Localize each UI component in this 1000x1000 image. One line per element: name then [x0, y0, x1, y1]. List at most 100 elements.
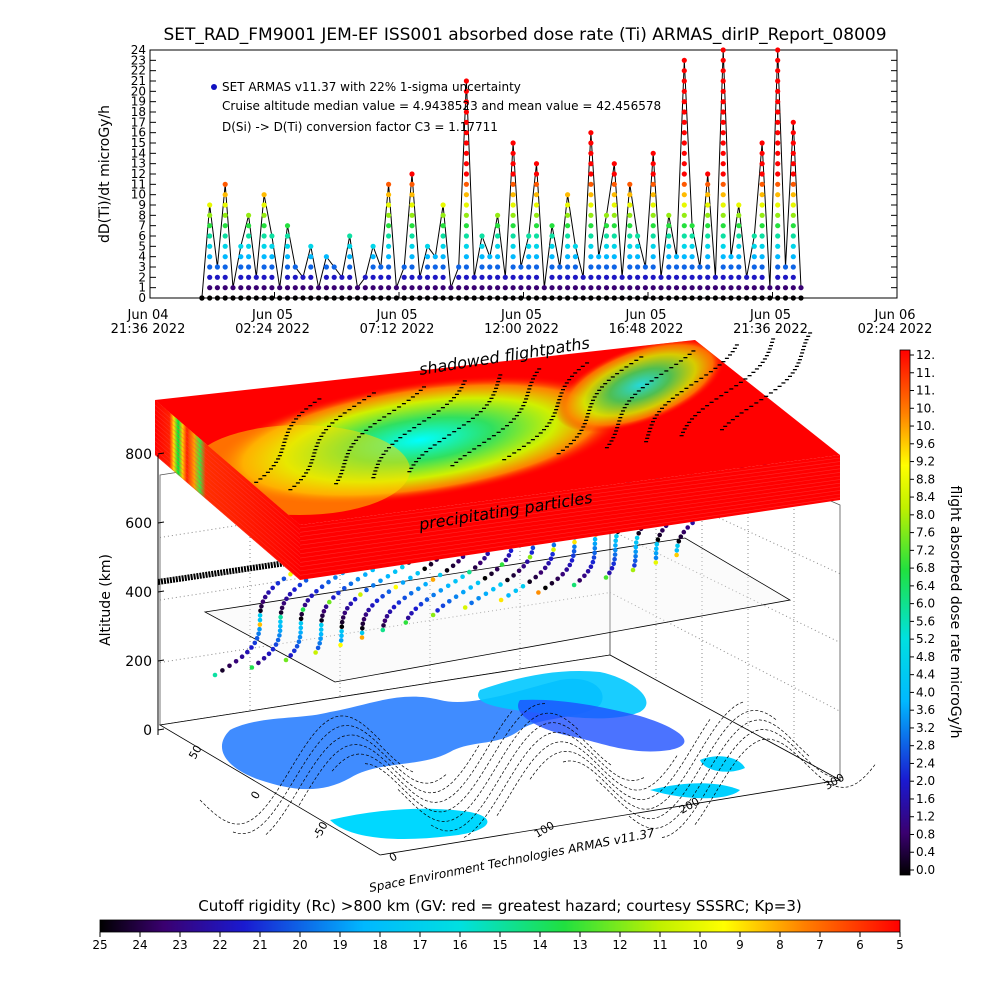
data-point	[440, 202, 446, 208]
data-point	[207, 254, 213, 260]
z-tick-label: 0	[143, 723, 152, 739]
orbit-point	[529, 550, 535, 555]
shadow-dash	[535, 435, 539, 437]
data-point	[666, 223, 672, 229]
slab-stripe	[299, 486, 841, 563]
data-point	[689, 254, 695, 260]
shadow-dash	[654, 414, 659, 416]
z-ticks: 0 200 400 600 800	[125, 447, 165, 739]
orbit-point	[516, 568, 522, 574]
data-point	[424, 243, 431, 249]
orbit-point	[381, 623, 386, 628]
dose-tick-label: 0.4	[916, 845, 935, 859]
orbit-point	[396, 600, 402, 605]
slab-stripe	[299, 475, 841, 550]
data-point	[681, 243, 687, 249]
data-point	[588, 161, 594, 167]
data-point	[323, 274, 329, 280]
data-point	[370, 264, 376, 270]
dose-tick-label: 11.	[916, 384, 935, 398]
orbit-point	[374, 598, 380, 604]
orbit-point	[551, 547, 556, 552]
orbit-point	[546, 561, 551, 566]
shadow-dash	[428, 447, 433, 449]
data-point	[331, 285, 337, 291]
data-point	[642, 274, 649, 280]
shadow-dash	[573, 372, 578, 374]
rc-tick-label: 18	[372, 938, 387, 952]
data-point	[596, 295, 602, 301]
data-point	[432, 274, 438, 280]
ground-track-line	[628, 719, 810, 829]
data-point	[666, 243, 672, 249]
data-point	[409, 171, 415, 177]
orbit-point	[386, 589, 392, 594]
data-point	[603, 243, 610, 249]
shadow-dash	[360, 433, 365, 435]
data-point	[588, 295, 594, 301]
data-point	[658, 274, 664, 280]
shadow-dash	[280, 448, 285, 450]
data-point	[292, 285, 298, 291]
shadow-dash	[301, 475, 306, 477]
data-point	[720, 243, 726, 249]
orbit-point	[508, 548, 514, 554]
data-point	[572, 274, 579, 280]
y-tick-label: 6	[138, 229, 146, 243]
orbit-point	[281, 601, 287, 606]
shadow-dash	[591, 399, 595, 401]
data-point	[440, 295, 446, 301]
shadow-dash	[554, 409, 559, 411]
shadow-dash	[317, 398, 322, 400]
data-point	[759, 150, 765, 156]
data-point	[207, 243, 213, 249]
shadow-dash	[754, 402, 759, 404]
rc-tick-label: 9	[736, 938, 744, 952]
data-point	[572, 295, 579, 301]
data-point	[720, 295, 726, 301]
data-point	[697, 274, 703, 280]
shadow-dash	[773, 389, 778, 391]
orbit-point	[482, 576, 488, 581]
shadow-dash	[372, 423, 377, 425]
data-point	[705, 171, 711, 177]
shadow-dash	[274, 461, 279, 463]
data-point	[775, 57, 781, 63]
shadow-dash	[537, 368, 542, 370]
data-point	[502, 285, 508, 291]
shadow-dash	[777, 385, 782, 387]
data-point	[347, 274, 353, 280]
data-point	[681, 68, 687, 74]
data-point	[401, 274, 407, 280]
slab-stripes	[154, 404, 841, 580]
shadow-dash	[797, 359, 802, 361]
shadow-dash	[616, 423, 621, 425]
shadow-dash	[521, 405, 526, 407]
data-point	[386, 285, 392, 291]
data-point	[627, 181, 633, 187]
dose-tick-label: 8.0	[916, 508, 935, 522]
data-point	[510, 254, 516, 260]
data-point	[246, 233, 252, 239]
shadow-dash	[392, 409, 397, 411]
shadow-dash	[337, 476, 342, 478]
shadow-dash	[411, 464, 416, 466]
shadow-dash	[364, 429, 369, 431]
data-point	[456, 264, 462, 270]
shadow-dash	[751, 371, 756, 373]
data-point	[323, 264, 329, 270]
shadow-dash	[526, 391, 531, 393]
dose-tick-label: 3.6	[916, 703, 935, 717]
y-tick-label: 18	[131, 105, 146, 119]
data-point	[751, 233, 757, 239]
shadow-dash	[790, 372, 795, 374]
data-point	[347, 285, 353, 291]
data-point	[798, 285, 804, 291]
data-point	[238, 243, 244, 249]
dose-colorbar: 12. 11. 11. 10. 10. 9.6 9.2 8.8 8.4 8.0 7.6 7.2 6.8 6…	[899, 348, 963, 877]
shadow-dash	[581, 426, 586, 428]
data-point	[463, 181, 469, 187]
shadow-dash	[528, 385, 533, 387]
ground-track-line	[232, 725, 414, 835]
